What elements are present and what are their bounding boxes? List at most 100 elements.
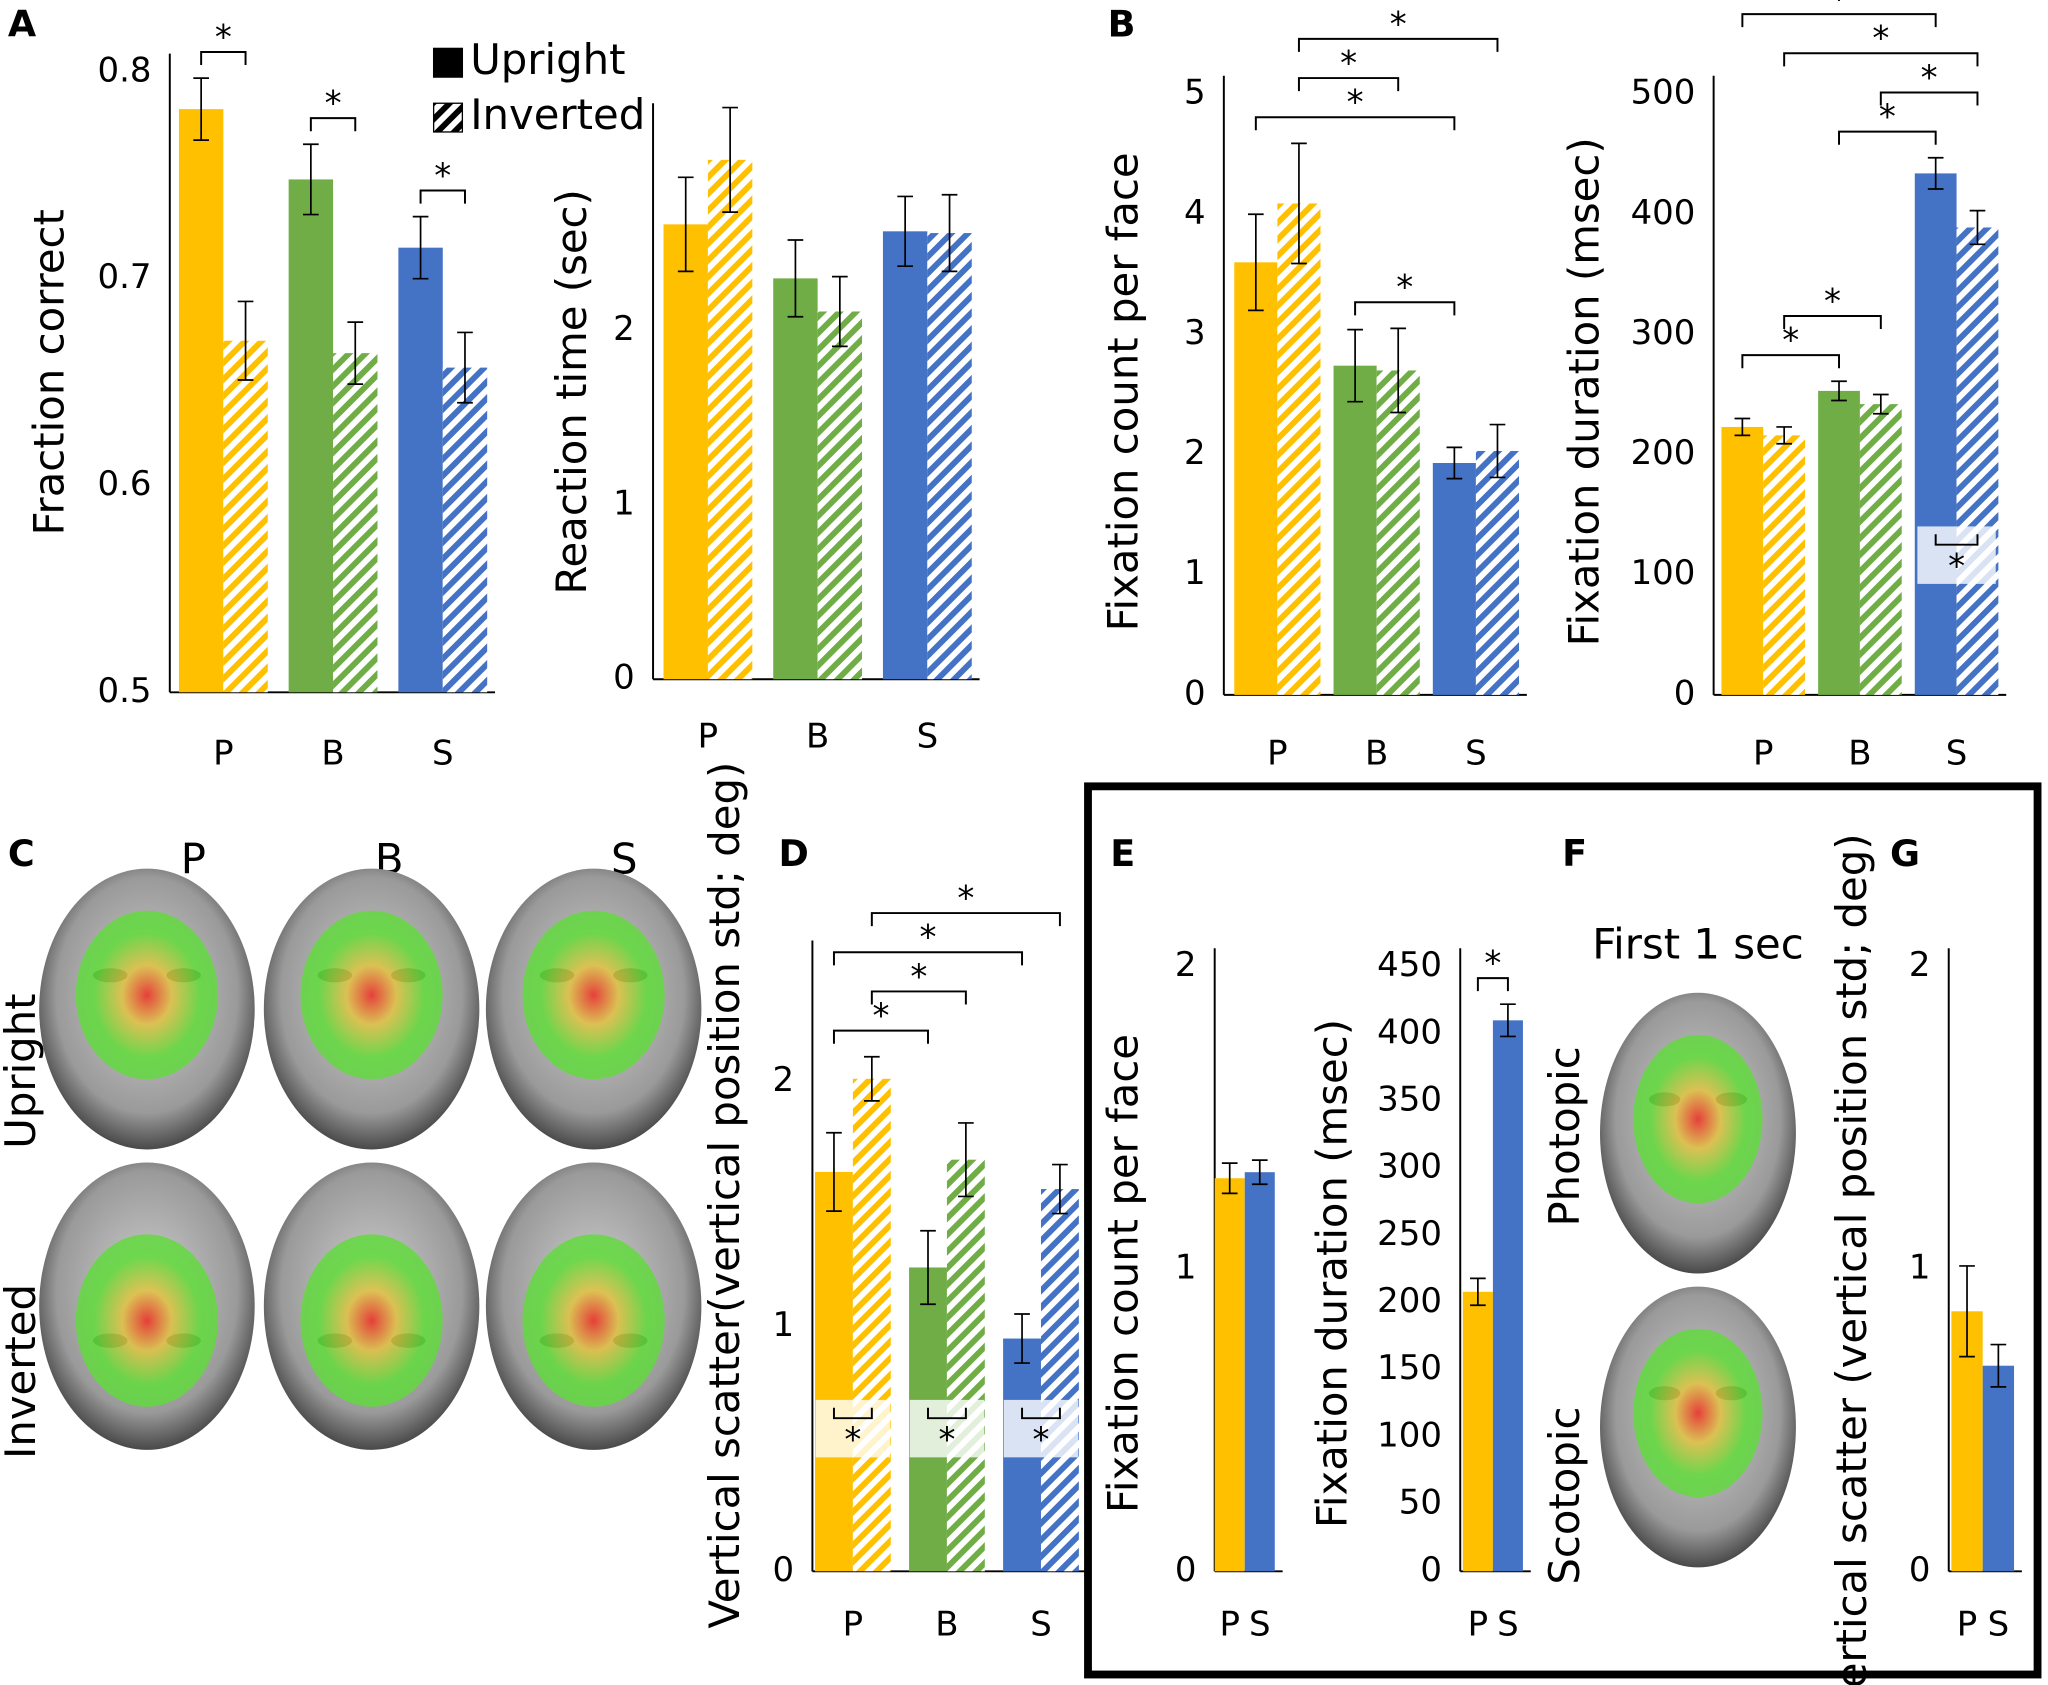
sig-bracket [1354,301,1456,316]
error-bar [1489,423,1506,479]
panel-title: First 1 sec [1592,919,1804,968]
sig-star: * [1484,944,1501,984]
error-bar [677,176,694,273]
sig-bracket [1297,37,1499,52]
column-label: P [181,835,206,884]
y-tick-label: 400 [1631,193,1696,233]
panel-label: C [8,832,35,875]
error-bar [787,239,804,318]
bar [1982,1365,2015,1572]
error-bar [863,1055,880,1102]
sig-bracket [1297,77,1400,92]
bar [773,278,818,680]
y-tick-label: 50 [1399,1483,1442,1523]
y-tick-label: 1 [613,483,635,523]
bar [1277,203,1321,695]
frame [1084,782,2042,1679]
error-bar [1959,1265,1975,1358]
sig-star: * [1396,268,1413,308]
y-axis-label: Fixation count per face [1098,1034,1147,1513]
error-bar [412,215,429,280]
x-tick-label: S [1988,1605,2010,1645]
y-tick-label: 3 [1184,313,1206,353]
bar [1956,227,1999,695]
y-tick-label: 0 [1184,673,1206,713]
error-bar [1470,1277,1486,1307]
error-bar [826,1131,842,1212]
bar [1859,404,1902,695]
sig-star: * [434,156,451,196]
error-bar [1872,393,1889,415]
y-axis-label: Fixation duration (msec) [1559,137,1608,646]
bar [1914,173,1957,695]
error-bar [1831,380,1847,402]
legend-label: Upright [470,35,625,84]
error-bar [1390,327,1407,414]
bar [288,179,334,693]
sig-star: * [957,879,974,919]
sig-bracket [870,990,967,1005]
sig-bracket [1879,91,1979,106]
y-tick-label: 200 [1631,433,1696,473]
sig-backdrop [909,1399,985,1458]
x-tick-label: P [1753,733,1773,773]
bar [333,353,378,693]
y-tick-label: 2 [773,1060,795,1100]
sig-bracket [870,912,1061,927]
heatmap [300,910,443,1080]
panel-label: E [1110,832,1135,875]
y-tick-label: 0.6 [98,464,152,504]
x-tick-label: B [935,1605,958,1645]
sig-bracket [200,50,247,66]
error-bar [1251,1159,1268,1186]
error-bar [303,143,319,216]
y-tick-label: 250 [1377,1214,1442,1254]
error-bar [1776,426,1792,445]
sig-star: * [1390,4,1407,44]
error-bar [193,77,209,141]
bar [1244,1172,1275,1572]
heatmap [1633,1034,1763,1204]
sig-star: * [325,84,342,124]
heatmap [522,1234,665,1407]
error-bar [722,106,738,213]
y-tick-label: 0 [613,658,635,698]
error-bar [1990,1343,2007,1388]
x-tick-label: S [1249,1605,1271,1645]
x-tick-label: S [917,717,939,757]
bar [927,233,972,680]
y-tick-label: 300 [1377,1147,1442,1187]
y-axis-label: Fixation count per face [1098,152,1147,631]
y-tick-label: 1 [1175,1247,1197,1287]
sig-bracket [927,1407,967,1420]
y-tick-label: 2 [1175,945,1197,985]
heatmap [75,1234,219,1407]
sig-star: * [1782,321,1799,361]
row-label: Upright [0,993,45,1148]
sig-bracket [832,1029,929,1044]
x-tick-label: S [1946,733,1968,773]
error-bar [1446,446,1463,480]
y-tick-label: 0 [1909,1550,1931,1590]
sig-star: * [1340,43,1357,83]
y-tick-label: 500 [1631,73,1696,113]
bar [398,247,443,693]
x-tick-label: P [698,717,718,757]
sig-star: * [1921,58,1938,98]
y-tick-label: 150 [1377,1348,1442,1388]
bar [1040,1189,1079,1572]
bar [178,109,224,693]
bar [707,159,753,680]
bar [852,1078,891,1572]
bar [1721,426,1764,695]
bar [442,367,488,693]
y-tick-label: 0 [1420,1550,1442,1590]
error-bar [1052,1163,1068,1215]
bar [1214,1178,1245,1572]
sig-star: * [910,957,927,997]
sig-star: * [844,1420,861,1460]
sig-bracket [1741,13,1937,28]
y-tick-label: 200 [1377,1281,1442,1321]
bar [1475,450,1520,695]
